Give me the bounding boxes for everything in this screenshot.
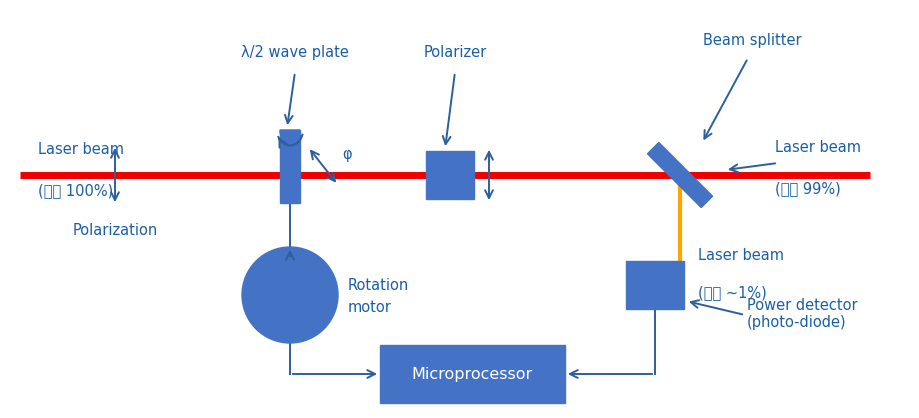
Bar bbox=[625, 261, 683, 309]
Text: Laser beam: Laser beam bbox=[38, 142, 124, 157]
Bar bbox=[279, 130, 300, 203]
Text: Power detector: Power detector bbox=[746, 298, 857, 313]
Polygon shape bbox=[279, 130, 300, 144]
Text: Polarization: Polarization bbox=[73, 223, 157, 238]
Bar bbox=[380, 345, 564, 403]
Polygon shape bbox=[647, 143, 711, 207]
Ellipse shape bbox=[242, 247, 337, 343]
Text: motor: motor bbox=[347, 300, 391, 314]
Text: (출력 100%): (출력 100%) bbox=[38, 183, 113, 198]
Text: Polarizer: Polarizer bbox=[423, 45, 486, 60]
Text: λ/2 wave plate: λ/2 wave plate bbox=[241, 45, 348, 60]
Text: (photo-diode): (photo-diode) bbox=[746, 316, 845, 331]
Text: Microprocessor: Microprocessor bbox=[412, 367, 532, 382]
Text: Rotation: Rotation bbox=[347, 278, 409, 293]
Text: (출력 ~1%): (출력 ~1%) bbox=[698, 285, 766, 300]
Text: φ: φ bbox=[342, 148, 351, 163]
Text: Laser beam: Laser beam bbox=[774, 140, 860, 155]
Text: Laser beam: Laser beam bbox=[698, 248, 783, 263]
Text: Beam splitter: Beam splitter bbox=[702, 33, 800, 48]
Text: (출력 99%): (출력 99%) bbox=[774, 181, 840, 196]
Bar bbox=[425, 151, 473, 199]
